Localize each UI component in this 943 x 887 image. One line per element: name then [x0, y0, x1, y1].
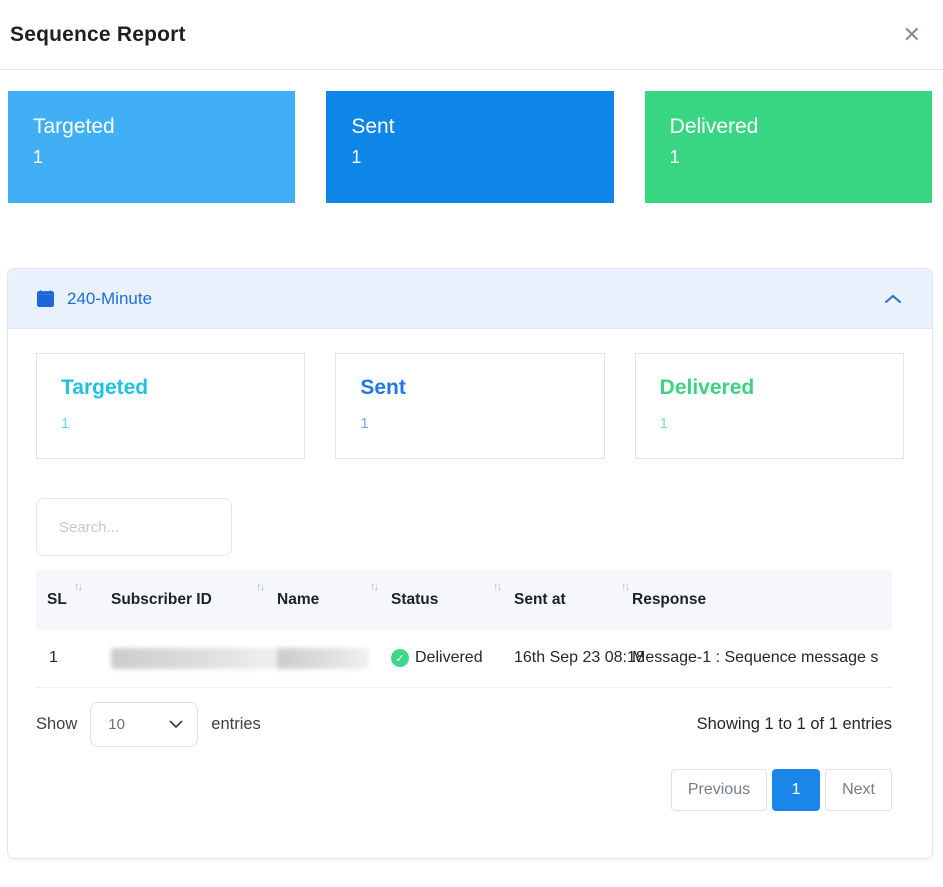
summary-card-label: Sent: [351, 115, 395, 138]
stat-card-label: Targeted: [61, 376, 149, 399]
summary-card-count: 1: [669, 147, 680, 167]
cell-sent-at: 16th Sep 23 08:18: [514, 630, 645, 688]
page-size-group: Show 10 entries: [36, 701, 261, 747]
next-page-button[interactable]: Next: [825, 768, 892, 811]
stat-card-targeted: Targeted 1: [36, 353, 306, 459]
summary-card-delivered: Delivered 1: [644, 91, 932, 203]
accordion-title: 240-Minute: [67, 288, 153, 308]
summary-card-label: Delivered: [669, 115, 759, 138]
summary-card-label: Targeted: [33, 115, 115, 138]
column-label: Subscriber ID: [111, 591, 212, 608]
summary-card-count: 1: [33, 147, 44, 167]
stat-card-sent: Sent 1: [335, 353, 605, 459]
column-label: Sent at: [514, 591, 566, 608]
stat-card-count: 1: [360, 415, 369, 432]
redacted-name: [277, 647, 369, 669]
column-label: Name: [277, 591, 320, 608]
stat-card-count: 1: [659, 415, 668, 432]
page-1-button[interactable]: 1: [772, 768, 821, 811]
sequence-step-accordion: 240-Minute Targeted 1 Sent 1 Delivered 1: [7, 268, 933, 859]
column-header-subscriber-id[interactable]: Subscriber ID ↑↓: [111, 570, 277, 630]
modal-header: Sequence Report ✕: [0, 0, 943, 70]
table-row: 1 ✓ Delivered 16th: [36, 630, 892, 688]
summary-card-sent: Sent 1: [326, 91, 614, 203]
page-size-value: 10: [108, 715, 125, 733]
column-header-status[interactable]: Status ↑↓: [391, 570, 514, 630]
stat-card-label: Sent: [360, 376, 406, 399]
chevron-down-icon: [169, 716, 183, 733]
sort-icon[interactable]: ↑↓: [256, 581, 265, 593]
previous-page-button[interactable]: Previous: [670, 768, 768, 811]
column-header-response[interactable]: Response: [632, 570, 892, 630]
table-header-row: SL ↑↓ Subscriber ID ↑↓ Name ↑↓ Status: [36, 570, 892, 630]
report-table-wrap: SL ↑↓ Subscriber ID ↑↓ Name ↑↓ Status: [36, 570, 892, 688]
delivered-check-icon: ✓: [391, 649, 409, 668]
column-header-sent-at[interactable]: Sent at ↑↓: [514, 570, 632, 630]
stat-card-count: 1: [61, 415, 70, 432]
sort-icon[interactable]: ↑↓: [74, 581, 83, 593]
sort-icon[interactable]: ↑↓: [621, 581, 630, 593]
search-input[interactable]: [36, 498, 232, 556]
show-label: Show: [36, 714, 78, 733]
pagination: Previous 1 Next: [36, 768, 892, 811]
accordion-body: Targeted 1 Sent 1 Delivered 1 SL: [8, 329, 932, 811]
page-size-select[interactable]: 10: [90, 701, 199, 747]
stat-card-delivered: Delivered 1: [634, 353, 904, 459]
column-label: Status: [391, 591, 439, 608]
cell-subscriber-id: [111, 630, 281, 688]
page-title: Sequence Report: [10, 23, 186, 46]
close-icon[interactable]: ✕: [897, 22, 927, 48]
table-footer: Show 10 entries Showing 1 to 1 of 1 entr…: [36, 701, 892, 747]
cell-name: [277, 630, 391, 688]
cell-status: ✓ Delivered: [391, 630, 514, 688]
sort-icon[interactable]: ↑↓: [493, 581, 502, 593]
stat-card-label: Delivered: [659, 376, 755, 399]
sort-icon[interactable]: ↑↓: [370, 581, 379, 593]
entries-label: entries: [211, 714, 261, 733]
cell-response: Message-1 : Sequence message s: [632, 630, 892, 688]
calendar-icon: [37, 290, 54, 307]
column-header-sl[interactable]: SL ↑↓: [36, 570, 111, 630]
column-header-name[interactable]: Name ↑↓: [277, 570, 391, 630]
chevron-up-icon[interactable]: [884, 293, 902, 305]
summary-card-count: 1: [351, 147, 362, 167]
step-stat-row: Targeted 1 Sent 1 Delivered 1: [36, 353, 904, 459]
report-table: SL ↑↓ Subscriber ID ↑↓ Name ↑↓ Status: [36, 570, 892, 688]
redacted-subscriber-id: [111, 647, 281, 669]
summary-card-targeted: Targeted 1: [8, 91, 296, 203]
accordion-header-240-minute[interactable]: 240-Minute: [8, 269, 932, 329]
cell-sl: 1: [36, 630, 111, 688]
status-text: Delivered: [415, 649, 483, 667]
column-label: Response: [632, 591, 707, 608]
summary-cards-row: Targeted 1 Sent 1 Delivered 1: [8, 91, 932, 203]
column-label: SL: [47, 591, 67, 608]
showing-entries-text: Showing 1 to 1 of 1 entries: [696, 714, 892, 733]
